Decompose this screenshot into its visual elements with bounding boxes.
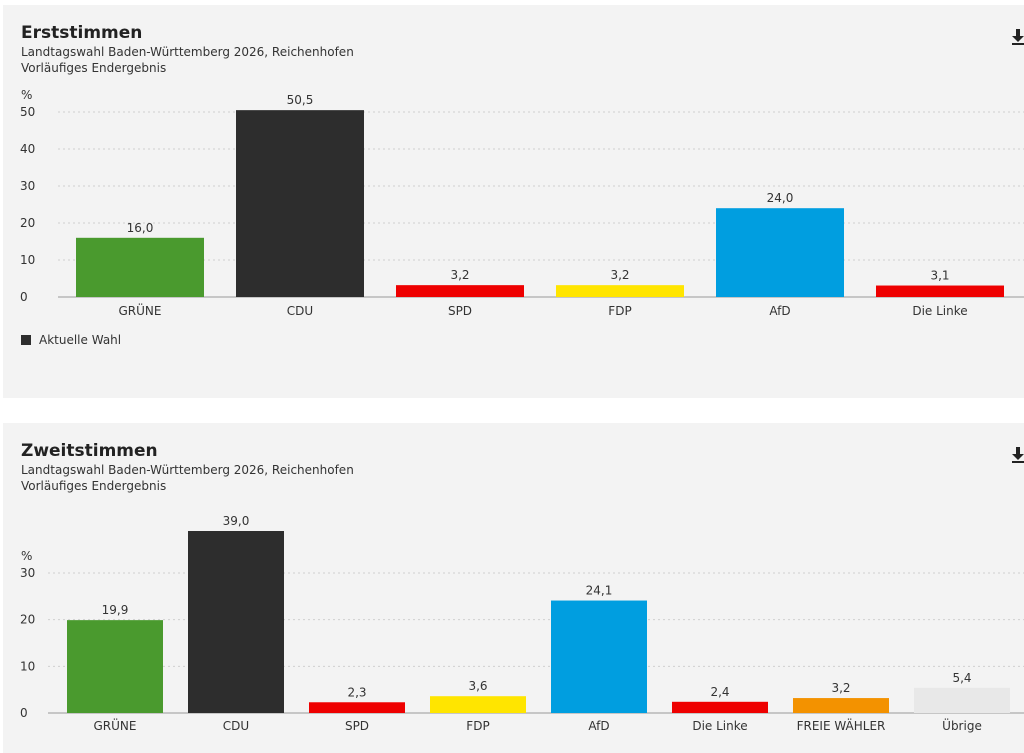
- data-label: 50,5: [287, 93, 314, 107]
- bar: [716, 208, 844, 297]
- bar: [396, 285, 524, 297]
- y-tick-label: 0: [20, 706, 28, 720]
- chart-subtitle: Landtagswahl Baden-Württemberg 2026, Rei…: [21, 463, 354, 477]
- bar: [309, 702, 405, 713]
- chart-title: Zweitstimmen: [21, 441, 158, 461]
- legend-label: Aktuelle Wahl: [39, 333, 122, 347]
- x-tick-label: CDU: [287, 304, 313, 318]
- bar: [236, 110, 364, 298]
- y-axis-unit-label: %: [21, 549, 32, 563]
- x-tick-label: GRÜNE: [119, 302, 162, 318]
- data-label: 3,2: [450, 268, 469, 282]
- data-label: 2,3: [347, 685, 366, 699]
- x-tick-label: SPD: [345, 719, 369, 733]
- bar: [876, 285, 1004, 297]
- y-tick-label: 10: [20, 659, 35, 673]
- x-tick-label: Die Linke: [912, 304, 967, 318]
- chart-title: Erststimmen: [21, 23, 143, 43]
- chart-status: Vorläufiges Endergebnis: [21, 61, 167, 75]
- y-tick-label: 30: [20, 566, 35, 580]
- bar: [914, 687, 1010, 713]
- data-label: 16,0: [127, 221, 154, 235]
- bar: [67, 620, 163, 713]
- chart-panel-erststimmen: Erststimmen Landtagswahl Baden-Württembe…: [3, 5, 1024, 398]
- bar: [430, 696, 526, 713]
- x-tick-label: Übrige: [942, 717, 982, 733]
- data-label: 2,4: [710, 685, 729, 699]
- data-label: 3,1: [930, 269, 949, 283]
- bar-chart-erststimmen: 0 10 20 30 40 50% 16,0 GRÜNE 50,5 CDU 3,2 SPD 3,2 FDP…: [20, 88, 1024, 318]
- x-tick-label: GRÜNE: [94, 717, 137, 733]
- x-tick-label: FREIE WÄHLER: [797, 718, 886, 733]
- chart-panel-zweitstimmen: Zweitstimmen Landtagswahl Baden-Württemb…: [3, 423, 1024, 753]
- x-tick-label: FDP: [466, 719, 489, 733]
- y-tick-label: 50: [20, 105, 35, 119]
- chart-status: Vorläufiges Endergebnis: [21, 479, 167, 493]
- y-tick-label: 10: [20, 253, 35, 267]
- data-label: 24,1: [586, 584, 613, 598]
- y-tick-label: 0: [20, 290, 28, 304]
- data-label: 5,4: [952, 671, 971, 685]
- bar: [551, 600, 647, 713]
- bar-chart-zweitstimmen: 0 10 20 30% 19,9 GRÜNE 39,0 CDU 2,3 SPD 3,6 FDP 24,1…: [20, 514, 1024, 733]
- data-label: 24,0: [767, 191, 794, 205]
- y-tick-label: 30: [20, 179, 35, 193]
- chart-subtitle: Landtagswahl Baden-Württemberg 2026, Rei…: [21, 45, 354, 59]
- bar: [672, 701, 768, 713]
- bar: [793, 698, 889, 713]
- data-label: 39,0: [223, 514, 250, 528]
- x-tick-label: AfD: [769, 304, 790, 318]
- legend: Aktuelle Wahl: [21, 333, 121, 347]
- data-label: 3,2: [610, 268, 629, 282]
- legend-swatch: [21, 335, 31, 345]
- data-label: 19,9: [102, 603, 129, 617]
- data-label: 3,6: [468, 679, 487, 693]
- x-tick-label: CDU: [223, 719, 249, 733]
- y-tick-label: 20: [20, 216, 35, 230]
- data-label: 3,2: [831, 681, 850, 695]
- y-tick-label: 40: [20, 142, 35, 156]
- y-tick-label: 20: [20, 613, 35, 627]
- download-icon[interactable]: [1012, 447, 1024, 463]
- x-tick-label: AfD: [588, 719, 609, 733]
- x-tick-label: FDP: [608, 304, 631, 318]
- bar: [188, 531, 284, 713]
- x-tick-label: SPD: [448, 304, 472, 318]
- bar: [76, 237, 204, 297]
- y-axis-unit-label: %: [21, 88, 32, 102]
- x-tick-label: Die Linke: [692, 719, 747, 733]
- download-icon[interactable]: [1012, 29, 1024, 45]
- bar: [556, 285, 684, 297]
